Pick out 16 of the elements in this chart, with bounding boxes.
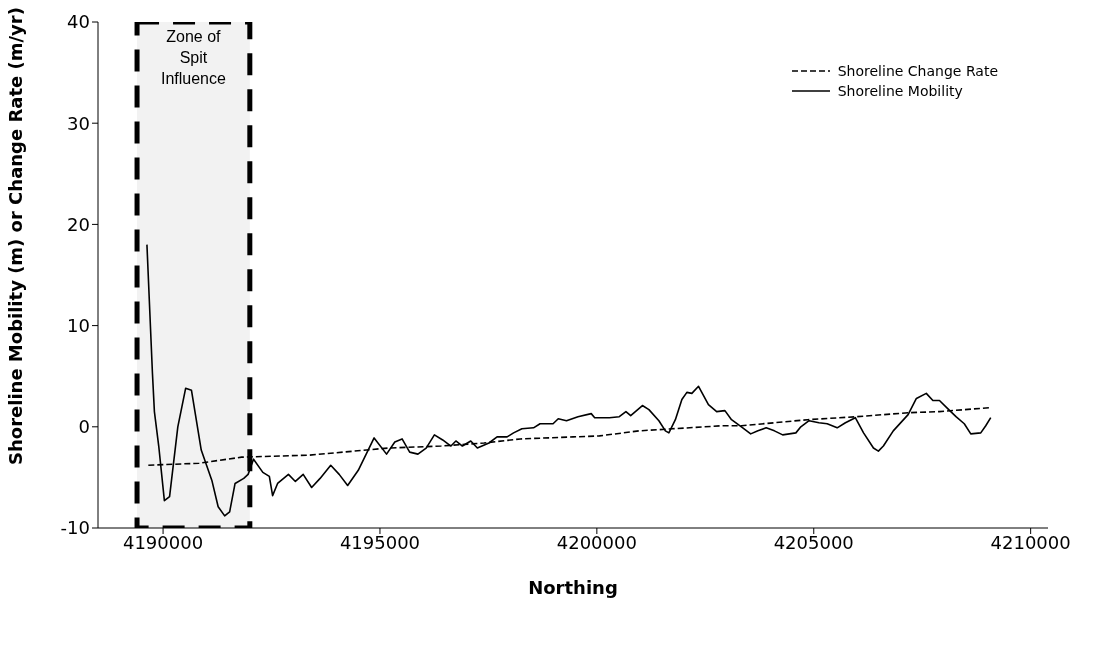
legend-label: Shoreline Change Rate — [837, 63, 998, 79]
band-label: Zone of Spit Influence — [159, 27, 227, 89]
y-tick-label: 20 — [67, 213, 90, 235]
y-tick-label: 40 — [67, 11, 90, 33]
y-tick-label: 0 — [78, 416, 90, 438]
y-tick-label: 30 — [67, 112, 90, 134]
legend-label: Shoreline Mobility — [837, 83, 963, 99]
x-tick-label: 4205000 — [773, 531, 854, 553]
x-tick-label: 4190000 — [122, 531, 204, 553]
y-tick-label: -10 — [60, 517, 90, 539]
x-axis-title: Northing — [528, 577, 618, 598]
y-axis-title: Shoreline Mobility (m) or Change Rate (m/yr) — [5, 7, 27, 465]
x-tick-label: 4200000 — [556, 531, 637, 553]
y-tick-label: 10 — [67, 314, 90, 336]
x-tick-label: 4210000 — [990, 531, 1071, 553]
x-tick-label: 4195000 — [339, 531, 421, 553]
